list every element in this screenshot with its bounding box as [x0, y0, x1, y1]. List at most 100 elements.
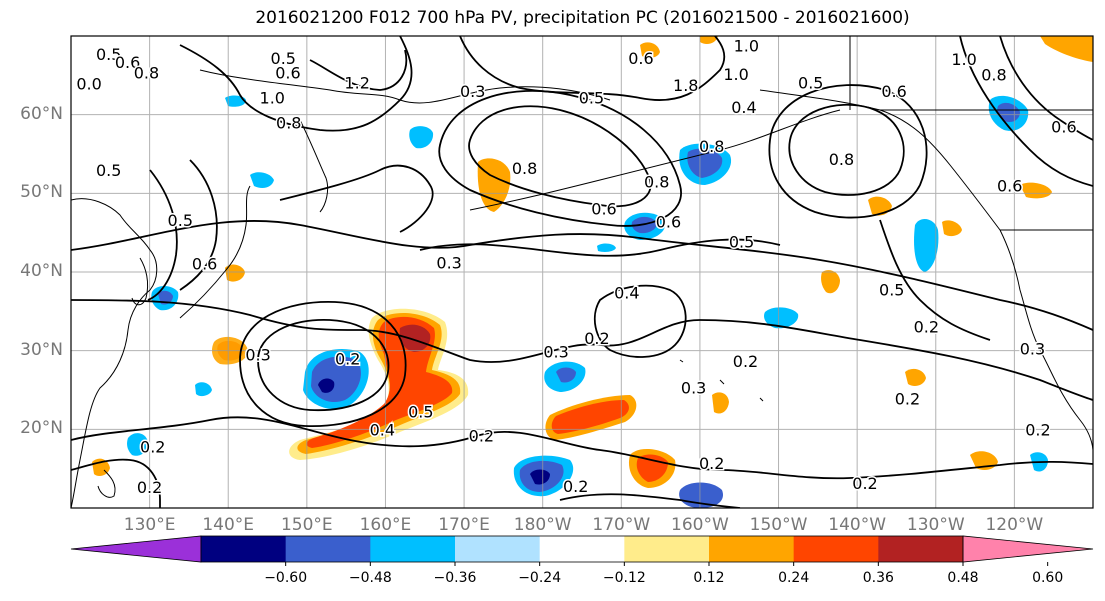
contour-label: 0.2: [563, 477, 588, 496]
coastline-kamchatka: [299, 119, 329, 213]
pos-anomaly-main-band-core: [399, 324, 431, 352]
contour-label: 0.2: [140, 438, 165, 457]
pv-contour-low-ring-2: [239, 301, 407, 427]
contour-label: 0.5: [798, 73, 823, 92]
contour-label: 1.0: [260, 88, 285, 107]
colorbar-segment: [624, 536, 710, 562]
colorbar-segment: [455, 536, 541, 562]
pos-anomaly-small-2: [821, 270, 840, 294]
colorbar-tick-label: −0.36: [433, 570, 477, 586]
contour-label: 0.3: [543, 343, 568, 362]
coastlines: [71, 36, 1093, 508]
longitude-label: 140°W: [828, 515, 887, 535]
pos-anomaly-mid-band-core: [551, 400, 629, 434]
colorbar-segment: [539, 536, 625, 562]
colorbar-tick-label: −0.24: [518, 570, 562, 586]
contour-label: 0.3: [436, 254, 461, 273]
colorbar-segment: [793, 536, 879, 562]
pos-anomaly-small-1: [225, 264, 245, 282]
pv-contour-south-02: [559, 493, 741, 508]
longitude-label: 120°W: [985, 515, 1044, 535]
colorbar-segment: [878, 536, 964, 562]
contour-label: 0.3: [245, 346, 270, 365]
pv-contour-gulf-low: [788, 103, 905, 196]
contour-label: 0.3: [460, 82, 485, 101]
neg-anomaly-small-1: [127, 433, 148, 456]
longitude-label: 140°E: [202, 515, 255, 535]
colorbar-max-extension: [962, 535, 1094, 563]
contour-label: 0.2: [335, 350, 360, 369]
contour-label: 0.5: [96, 161, 121, 180]
neg-anomaly-asia: [225, 95, 246, 107]
pv-contour-aleutian-low-2: [438, 89, 682, 227]
coastline-aleutians: [469, 109, 841, 211]
pv-contour-tropical-02: [71, 416, 1093, 480]
longitude-label: 130°W: [906, 515, 965, 535]
pv-contour-aleutian-low: [468, 105, 652, 208]
contour-label: 0.8: [829, 150, 854, 169]
neg-anomaly-coast-ca: [914, 218, 939, 272]
contour-label: 1.8: [673, 76, 698, 95]
pos-anomaly-small-9: [1020, 182, 1052, 199]
contour-label: 0.3: [1020, 339, 1045, 358]
neg-anomaly-north-2: [409, 126, 434, 149]
colorbar: [70, 535, 1094, 566]
contour-label: 0.6: [628, 49, 653, 68]
precip-shading: [92, 36, 1093, 508]
pv-contour-ne-2: [999, 36, 1093, 141]
contour-label: 0.5: [168, 211, 193, 230]
pv-contour-east-03: [879, 219, 991, 341]
map-frame: [70, 35, 1094, 509]
contour-label: 0.6: [115, 53, 140, 72]
contour-labels: 0.50.60.80.00.50.61.21.00.80.3 0.50.80.80…: [75, 35, 1078, 498]
pv-contour-gulf-low-2: [768, 84, 928, 219]
contour-label: 0.4: [731, 98, 756, 117]
contour-label: 0.4: [614, 284, 639, 303]
contour-label: 0.8: [644, 173, 669, 192]
colorbar-tick-label: 0.60: [1032, 570, 1064, 586]
contour-label: 0.2: [895, 390, 920, 409]
contour-label: 0.2: [584, 329, 609, 348]
latitude-label: 40°N: [20, 261, 63, 281]
pos-anomaly-ne-corner: [1040, 36, 1093, 62]
colorbar-min-extension: [70, 535, 202, 563]
pv-contour-low-ring: [257, 319, 390, 412]
contour-label: 0.0: [76, 74, 101, 93]
longitude-label: 180°W: [513, 515, 572, 535]
coastline-japan: [179, 185, 251, 319]
contour-label: 0.8: [276, 114, 301, 133]
colorbar-frame: [200, 535, 964, 563]
colorbar-tick-label: −0.12: [602, 570, 646, 586]
contour-label: 0.5: [96, 45, 121, 64]
contour-label: 0.6: [591, 199, 616, 218]
coastline-asia: [71, 198, 158, 508]
colorbar-tick-label: 0.12: [693, 570, 725, 586]
pos-anomaly-small-3: [868, 196, 892, 216]
contour-label: 0.4: [370, 420, 395, 439]
pv-contours: [71, 36, 1093, 508]
colorbar-segment: [370, 536, 456, 562]
contour-label: 0.6: [881, 82, 906, 101]
pv-contour-north-3: [459, 36, 726, 101]
pv-contour-north-2: [309, 49, 408, 91]
map-title: 2016021200 F012 700 hPa PV, precipitatio…: [255, 8, 910, 28]
contour-label: 0.2: [699, 454, 724, 473]
pos-anomaly-small-5: [712, 392, 729, 414]
contour-label: 1.0: [723, 65, 748, 84]
longitude-label: 170°W: [592, 515, 651, 535]
contour-label: 0.2: [469, 427, 494, 446]
contour-label: 0.8: [134, 63, 159, 82]
coastline-alaska: [759, 89, 1001, 231]
longitude-label: 170°E: [438, 515, 490, 535]
contour-label: 0.5: [271, 49, 296, 68]
coastline-korea: [131, 257, 149, 306]
contour-label: 0.8: [512, 159, 537, 178]
neg-anomaly-central-pacific-inner: [530, 469, 550, 485]
pv-contour-subtropical-03: [71, 219, 1093, 331]
colorbar-tick-label: 0.36: [862, 570, 894, 586]
colorbar-segment: [201, 536, 287, 562]
pos-anomaly-small-6: [905, 368, 926, 386]
contour-label: 0.5: [579, 88, 604, 107]
coastline-na-west: [999, 229, 1093, 451]
